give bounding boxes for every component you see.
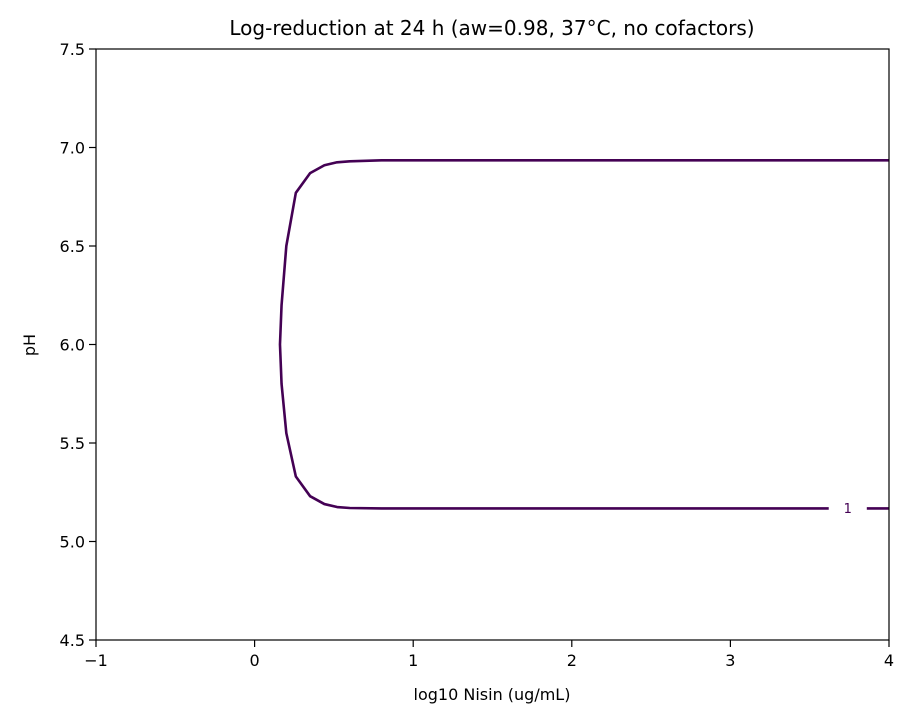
y-tick-label: 7.5 — [60, 40, 85, 59]
chart-title: Log-reduction at 24 h (aw=0.98, 37°C, no… — [229, 16, 754, 40]
y-axis-label: pH — [20, 334, 39, 356]
y-tick-label: 5.5 — [60, 434, 85, 453]
y-tick-label: 4.5 — [60, 631, 85, 650]
y-axis: 4.5 5.0 5.5 6.0 6.5 7.0 7.5 — [60, 40, 96, 650]
contour-label: 1 — [844, 502, 852, 517]
y-tick-label: 7.0 — [60, 139, 85, 158]
y-tick-label: 6.5 — [60, 237, 85, 256]
x-tick-label: 0 — [250, 651, 260, 670]
x-axis: −1 0 1 2 3 4 — [84, 640, 894, 670]
x-axis-label: log10 Nisin (ug/mL) — [414, 685, 571, 704]
y-tick-label: 6.0 — [60, 336, 85, 355]
x-tick-label: 3 — [725, 651, 735, 670]
contour-line-level-1 — [278, 159, 889, 510]
y-tick-label: 5.0 — [60, 533, 85, 552]
x-tick-label: 4 — [884, 651, 894, 670]
x-tick-label: 1 — [408, 651, 418, 670]
x-tick-label: 2 — [567, 651, 577, 670]
x-tick-label: −1 — [84, 651, 108, 670]
